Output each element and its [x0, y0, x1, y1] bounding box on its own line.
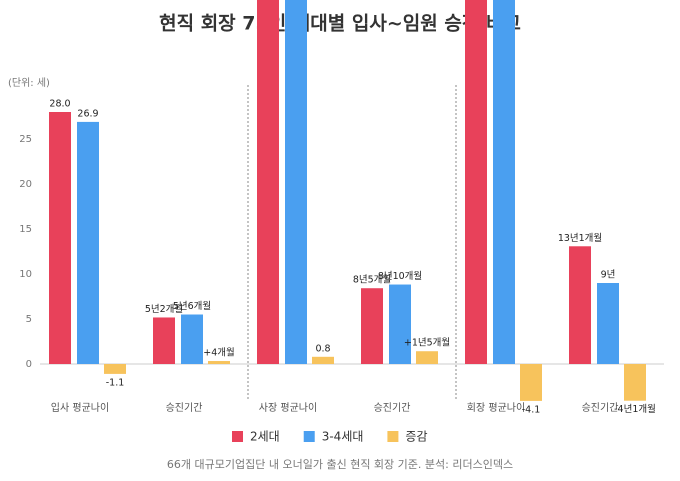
bar: [208, 361, 230, 364]
x-tick-label: 입사 평균나이: [51, 401, 109, 414]
y-tick-label: 15: [19, 224, 32, 235]
data-label: 13년1개월: [558, 232, 602, 244]
data-label: 5년6개월: [173, 300, 211, 312]
bar: [597, 283, 619, 364]
legend-label: 3-4세대: [322, 430, 364, 444]
data-label: 26.9: [77, 108, 98, 119]
x-tick-label: 승진기간: [374, 402, 411, 414]
data-label: 8년10개월: [378, 270, 422, 282]
bar: [361, 288, 383, 364]
bar: [257, 0, 279, 364]
y-tick-label: 25: [19, 134, 32, 145]
data-label: +1년5개월: [404, 337, 450, 349]
note: 66개 대규모기업집단 내 오너일가 출신 현직 회장 기준. 분석: 리더스인…: [167, 457, 513, 471]
unit-label: (단위: 세): [8, 76, 50, 89]
data-label: -4년1개월: [614, 403, 656, 415]
x-tick-label: 회장 평균나이: [467, 402, 525, 414]
legend-swatch: [303, 431, 315, 442]
bar: [389, 284, 411, 364]
y-tick-label: 20: [19, 179, 32, 190]
x-tick-label: 사장 평균나이: [259, 402, 317, 414]
data-label: -4.1: [522, 404, 541, 415]
bar: [285, 0, 307, 365]
bar: [49, 112, 71, 364]
bar: [77, 121, 99, 365]
data-label: +4개월: [203, 347, 234, 359]
data-label: 5년2개월: [145, 303, 183, 315]
data-label: 28.0: [49, 99, 70, 110]
bar: [181, 314, 203, 364]
y-tick-label: 0: [26, 359, 32, 370]
bar: [153, 317, 175, 364]
y-tick-label: 5: [26, 314, 32, 325]
legend-swatch: [387, 431, 399, 442]
bar: [312, 356, 334, 364]
data-label: -1.1: [106, 377, 125, 388]
data-label: 9년: [601, 270, 616, 281]
bar: [493, 0, 515, 364]
legend-label: 2세대: [250, 430, 280, 444]
chart-title: 현직 회장 75인 세대별 입사~임원 승진 비교: [159, 13, 521, 35]
bar: [104, 364, 126, 374]
x-tick-label: 승진기간: [166, 402, 203, 414]
bar: [520, 364, 542, 401]
legend-label: 증감: [405, 430, 427, 444]
y-tick-label: 10: [19, 269, 32, 280]
x-tick-label: 승진기간: [582, 402, 619, 414]
bar: [569, 246, 591, 364]
data-label: 0.8: [315, 343, 330, 354]
bar: [465, 0, 487, 365]
bar: [416, 351, 438, 364]
bar: [624, 364, 646, 401]
data-label: 8년5개월: [353, 274, 391, 286]
legend-swatch: [232, 431, 243, 442]
